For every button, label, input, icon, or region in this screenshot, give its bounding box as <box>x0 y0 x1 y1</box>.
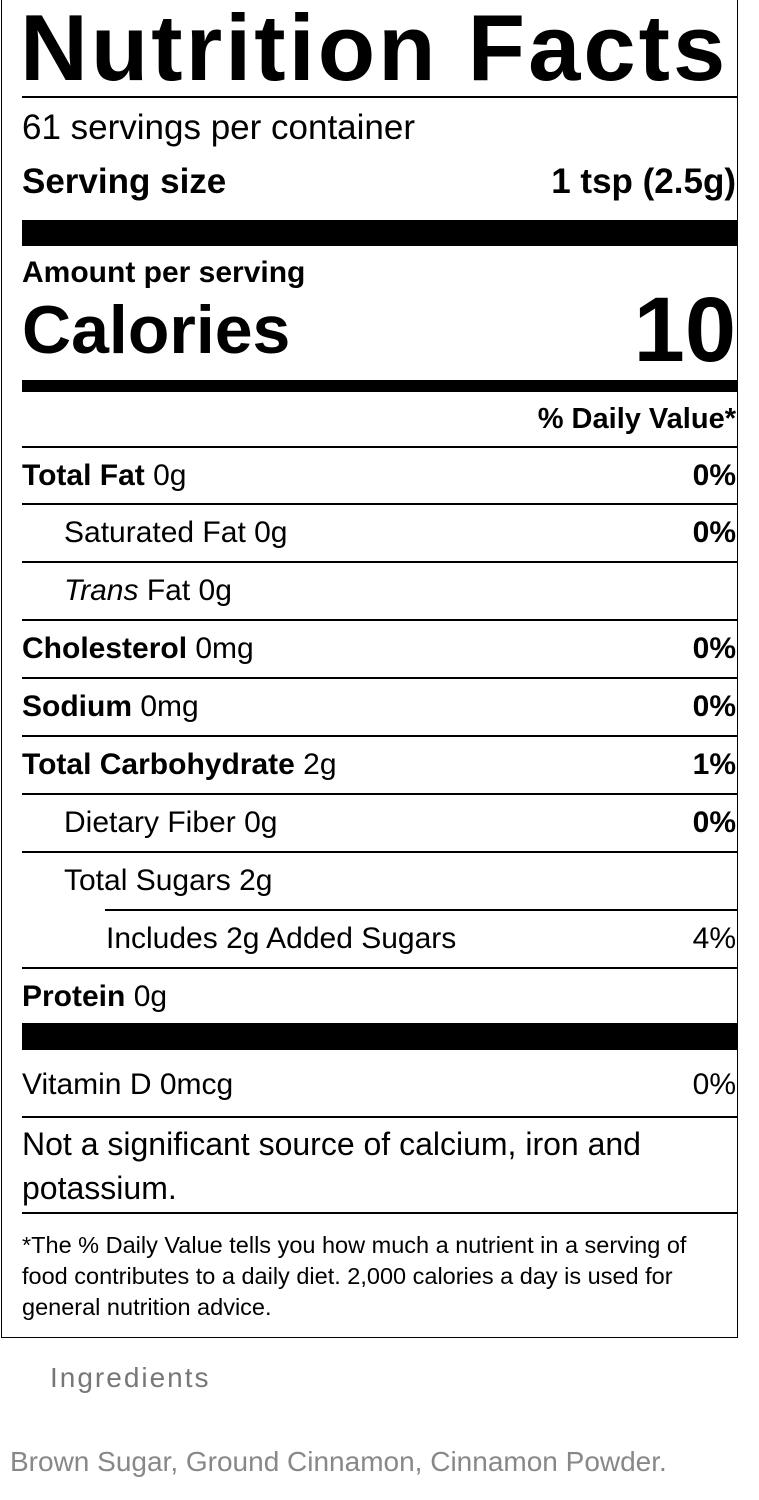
nutrient-dv: 0% <box>692 632 736 665</box>
nutrient-label: Dietary Fiber 0g <box>22 806 277 840</box>
thick-bar <box>22 220 738 246</box>
divider <box>22 967 738 969</box>
nutrient-amount: 2g <box>303 748 337 781</box>
label-box <box>1 0 738 1338</box>
nutrient-prefix: Includes <box>106 922 218 955</box>
vitamin-name: Vitamin D <box>22 1068 152 1101</box>
nutrient-row: Dietary Fiber 0g 0% <box>22 794 736 852</box>
nutrient-name: Dietary Fiber <box>64 806 236 839</box>
nutrient-row: Total Sugars 2g <box>22 852 736 910</box>
divider <box>22 446 738 448</box>
thick-bar <box>22 380 738 392</box>
ingredients-text: Brown Sugar, Ground Cinnamon, Cinnamon P… <box>10 1446 667 1477</box>
nutrient-dv: 0% <box>692 806 736 839</box>
nutrient-row: Saturated Fat 0g 0% <box>22 504 736 562</box>
nutrient-dv: 1% <box>692 748 736 781</box>
nutrient-row: Total Fat 0g 0% <box>22 447 736 505</box>
nutrient-amount: 0mg <box>140 690 199 723</box>
nutrient-amount: 0g <box>198 574 232 607</box>
nutrient-row: Protein 0g <box>22 968 736 1026</box>
divider <box>22 851 738 853</box>
nutrient-label: Includes 2g Added Sugars <box>22 922 456 956</box>
amount-per-serving: Amount per serving <box>22 256 306 289</box>
nutrient-row: Includes 2g Added Sugars 4% <box>22 910 736 968</box>
nutrient-name: Cholesterol <box>22 632 188 665</box>
nutrient-label: Total Fat 0g <box>22 459 187 493</box>
serving-size-row: Serving size 1 tsp (2.5g) <box>22 160 736 204</box>
calories-label: Calories <box>22 292 291 368</box>
nutrient-label: Sodium 0mg <box>22 690 199 724</box>
vitamin-label: Vitamin D 0mcg <box>22 1068 233 1102</box>
divider <box>22 503 738 505</box>
nutrient-name: Added Sugars <box>266 922 457 955</box>
nutrient-name: Sodium <box>22 690 132 723</box>
nutrient-dv: 0% <box>692 516 736 549</box>
divider <box>22 561 738 563</box>
nutrient-amount: 2g <box>239 864 273 897</box>
serving-size-value: 1 tsp (2.5g) <box>551 162 736 201</box>
nutrient-amount: 0g <box>244 806 278 839</box>
nutrient-label: Total Carbohydrate 2g <box>22 748 337 782</box>
not-significant: Not a significant source of calcium, iro… <box>22 1126 641 1206</box>
nutrient-label: Protein 0g <box>22 980 167 1014</box>
vitamin-dv: 0% <box>692 1068 736 1101</box>
nutrient-name: Protein <box>22 980 126 1013</box>
nutrient-label: Trans Fat 0g <box>22 574 232 608</box>
nutrient-amount: 2g <box>226 922 260 955</box>
nutrient-row: Total Carbohydrate 2g 1% <box>22 736 736 794</box>
nutrient-amount: 0g <box>254 516 288 549</box>
divider <box>22 677 738 679</box>
divider <box>105 909 738 911</box>
nutrient-amount: 0mg <box>195 632 254 665</box>
divider <box>22 1212 738 1214</box>
divider <box>22 735 738 737</box>
calories-value: 10 <box>633 279 736 381</box>
nutrient-dv: 0% <box>692 690 736 723</box>
nutrient-name: Total Sugars <box>64 864 231 897</box>
nutrient-label: Saturated Fat 0g <box>22 516 288 550</box>
footnote: *The % Daily Value tells you how much a … <box>22 1232 687 1320</box>
calories-row: Calories 10 <box>22 279 736 381</box>
nutrient-prefix: Trans <box>64 574 139 607</box>
divider <box>22 793 738 795</box>
servings: 61 servings per container <box>22 108 415 147</box>
nutrient-row: Trans Fat 0g <box>22 562 736 620</box>
nutrient-dv: 4% <box>692 922 736 955</box>
nutrient-dv: 0% <box>692 459 736 492</box>
divider <box>22 619 738 621</box>
nutrient-name: Total Carbohydrate <box>22 748 295 781</box>
divider <box>22 1116 738 1118</box>
nutrient-amount: 0g <box>133 980 168 1013</box>
nutrient-label: Total Sugars 2g <box>22 864 272 898</box>
nutrient-amount: 0g <box>153 459 187 492</box>
nutrient-name: Total Fat <box>22 459 145 492</box>
divider <box>22 96 738 98</box>
nutrient-label: Cholesterol 0mg <box>22 632 254 666</box>
nutrient-row: Sodium 0mg 0% <box>22 678 736 736</box>
ingredients-heading: Ingredients <box>50 1362 211 1393</box>
thick-bar <box>22 1023 738 1050</box>
vitamin-amount: 0mcg <box>159 1068 234 1101</box>
daily-value-header: % Daily Value* <box>537 403 736 435</box>
nutrient-name: Fat <box>146 574 191 607</box>
vitamin-row: Vitamin D 0mcg 0% <box>22 1056 736 1114</box>
serving-size-label: Serving size <box>22 162 227 201</box>
title: Nutrition Facts <box>20 0 729 100</box>
nutrient-row: Cholesterol 0mg 0% <box>22 620 736 678</box>
nutrient-name: Saturated Fat <box>64 516 246 549</box>
